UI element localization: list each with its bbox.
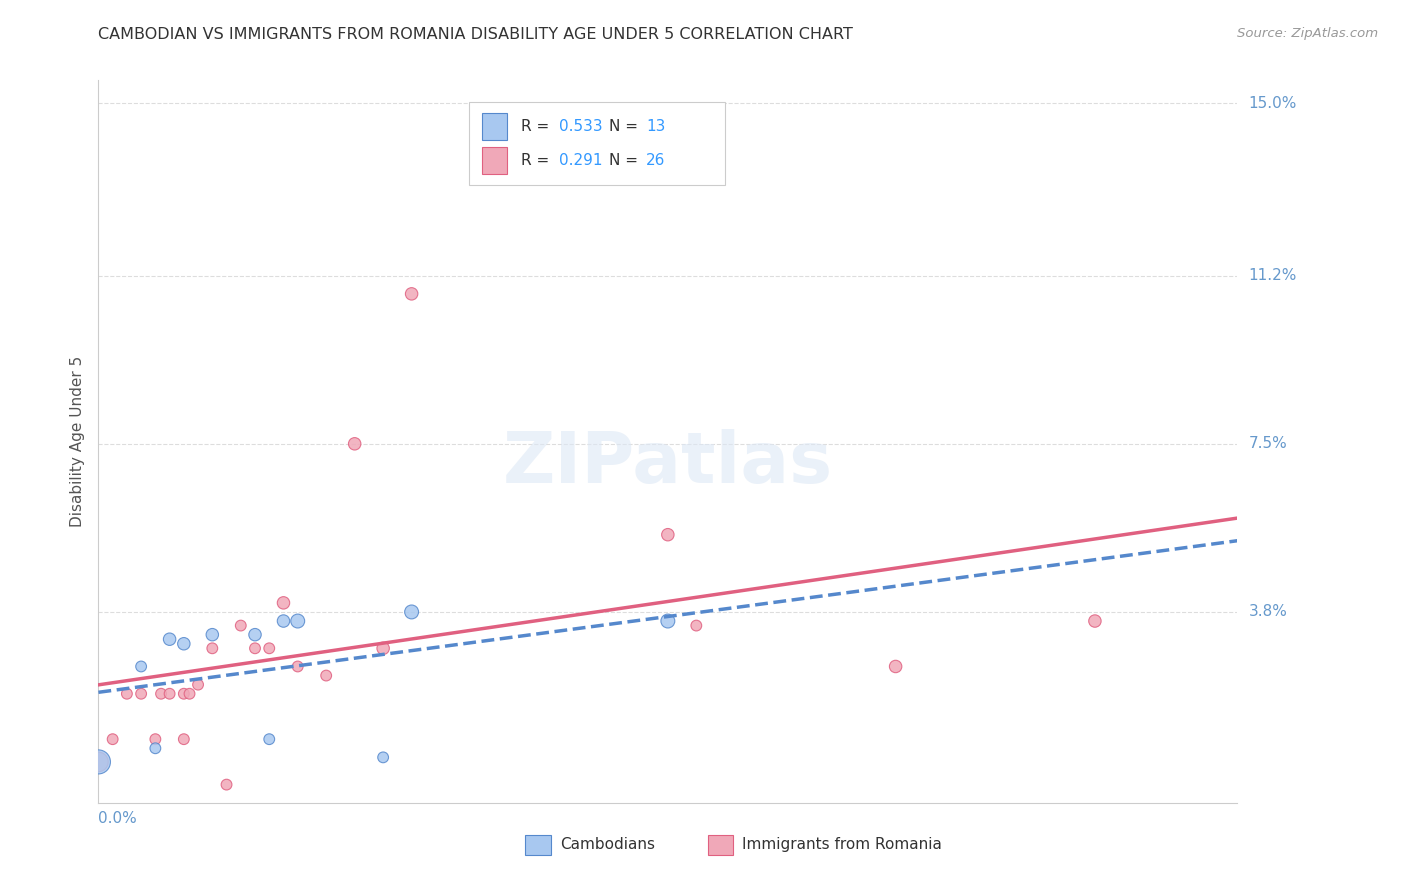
Point [1084,614,1107,628]
Point [129,687,152,701]
Point [371,641,394,656]
Point [201,641,224,656]
Point [315,668,337,682]
Point [685,618,707,632]
Text: ZIPatlas: ZIPatlas [503,429,832,498]
Point [115,687,138,701]
Point [243,641,266,656]
Point [150,687,173,701]
Text: 3.8%: 3.8% [1249,605,1288,619]
Point [173,637,195,651]
Point [657,614,679,628]
Point [129,659,152,673]
Point [273,614,295,628]
Text: 11.2%: 11.2% [1249,268,1296,283]
Point [401,605,423,619]
Text: N =: N = [609,153,643,168]
Bar [526,835,551,855]
Point [371,750,394,764]
Text: CAMBODIAN VS IMMIGRANTS FROM ROMANIA DISABILITY AGE UNDER 5 CORRELATION CHART: CAMBODIAN VS IMMIGRANTS FROM ROMANIA DIS… [98,27,853,42]
Point [159,632,181,647]
Text: 0.533: 0.533 [558,119,602,134]
Text: 15.0%: 15.0% [1249,95,1296,111]
Point [273,596,295,610]
Text: R =: R = [522,119,554,134]
Text: 0.0%: 0.0% [98,812,138,827]
Point [159,687,181,701]
Point [287,614,309,628]
Text: 0.291: 0.291 [558,153,602,168]
Point [229,618,252,632]
Text: R =: R = [522,153,554,168]
Point [145,732,167,747]
Point [243,628,266,642]
Point [201,628,224,642]
Text: Source: ZipAtlas.com: Source: ZipAtlas.com [1237,27,1378,40]
Text: 13: 13 [647,119,665,134]
Text: N =: N = [609,119,643,134]
Bar [707,835,733,855]
Point [179,687,201,701]
Point [87,755,110,769]
Point [101,732,124,747]
Point [259,641,281,656]
Point [173,732,195,747]
Bar [482,147,508,174]
Point [87,755,110,769]
Text: 26: 26 [647,153,665,168]
Point [173,687,195,701]
Point [187,678,209,692]
Point [259,732,281,747]
Text: 7.5%: 7.5% [1249,436,1286,451]
Point [343,437,366,451]
Text: Cambodians: Cambodians [560,838,655,852]
Y-axis label: Disability Age Under 5: Disability Age Under 5 [69,356,84,527]
Text: Immigrants from Romania: Immigrants from Romania [742,838,942,852]
Bar [468,102,725,185]
Point [884,659,907,673]
Bar [482,112,508,140]
Point [657,527,679,541]
Point [215,778,238,792]
Point [401,286,423,301]
Point [287,659,309,673]
Point [145,741,167,756]
